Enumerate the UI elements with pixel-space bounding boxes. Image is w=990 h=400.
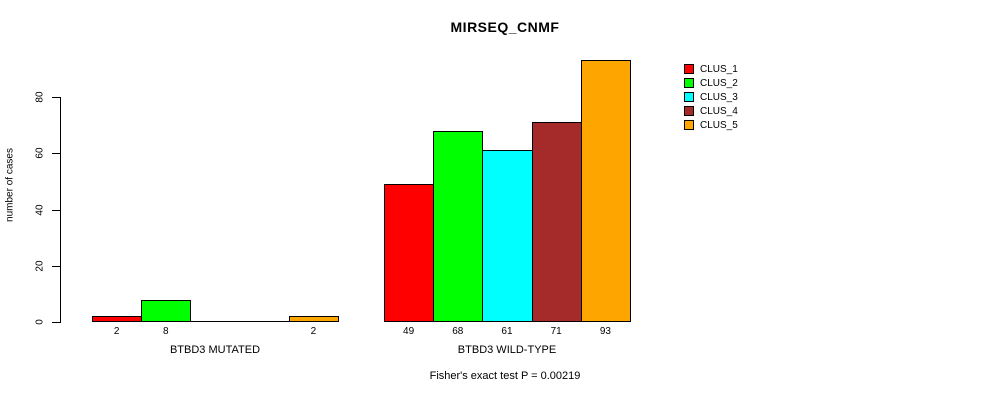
- y-axis-tick: [52, 209, 60, 211]
- bar-clus_2: [141, 299, 192, 322]
- y-axis-tick-label: 80: [34, 91, 46, 103]
- bar-clus_5: [580, 60, 631, 322]
- legend-label: CLUS_2: [700, 77, 738, 89]
- legend-label: CLUS_3: [700, 91, 738, 103]
- legend-swatch-clus_3: [684, 92, 694, 102]
- statistical-test-note: Fisher's exact test P = 0.00219: [429, 370, 581, 382]
- legend-swatch-clus_1: [684, 64, 694, 74]
- y-axis-tick-label: 0: [34, 319, 46, 325]
- legend-label: CLUS_5: [700, 119, 738, 131]
- bar-value-label: 93: [599, 326, 611, 337]
- legend-row: CLUS_2: [684, 76, 738, 90]
- bar-clus_5: [288, 316, 339, 322]
- y-axis-line: [60, 97, 61, 323]
- bar-value-label: 2: [113, 326, 120, 337]
- y-axis-tick-label: 40: [34, 203, 46, 216]
- legend-swatch-clus_4: [684, 106, 694, 116]
- legend-swatch-clus_2: [684, 78, 694, 88]
- y-axis-tick: [52, 265, 60, 267]
- bar-value-label: 61: [501, 326, 513, 337]
- legend-swatch-clus_5: [684, 120, 694, 130]
- legend-row: CLUS_1: [684, 62, 738, 76]
- y-axis-tick: [52, 97, 60, 98]
- legend-label: CLUS_1: [700, 63, 738, 75]
- legend-label: CLUS_4: [700, 105, 738, 117]
- legend-row: CLUS_3: [684, 90, 738, 104]
- legend: CLUS_1 CLUS_2 CLUS_3 CLUS_4 CLUS_5: [684, 62, 738, 132]
- bar-value-label: 71: [550, 326, 562, 337]
- legend-row: CLUS_4: [684, 104, 738, 118]
- chart-title: MIRSEQ_CNMF: [450, 19, 560, 35]
- bar-value-label: 68: [452, 326, 464, 337]
- bar-clus_2: [433, 130, 484, 322]
- y-axis-title: number of cases: [4, 148, 16, 222]
- bar-clus_1: [92, 316, 143, 322]
- bar-value-label: 8: [163, 326, 169, 337]
- y-axis-tick: [52, 153, 60, 155]
- bar-clus_3: [482, 150, 533, 322]
- legend-row: CLUS_5: [684, 118, 738, 132]
- bar-clus_1: [384, 184, 435, 322]
- group-label: BTBD3 MUTATED: [169, 344, 261, 356]
- bar-clus_4: [531, 122, 582, 322]
- group-baseline: [92, 321, 338, 322]
- y-axis-tick-label: 20: [34, 260, 46, 272]
- bar-value-label: 2: [310, 326, 317, 337]
- bar-value-label: 49: [403, 326, 415, 337]
- y-axis-tick: [52, 322, 60, 323]
- group-label: BTBD3 WILD-TYPE: [457, 344, 557, 356]
- y-axis-tick-label: 60: [34, 147, 46, 159]
